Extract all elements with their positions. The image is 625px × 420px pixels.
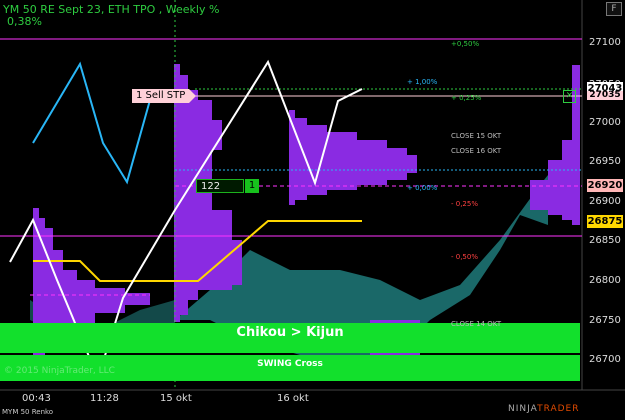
level-zero: + 0,00% <box>407 184 438 192</box>
cyan-indicator-line <box>32 61 151 185</box>
y-tick: 26850 <box>589 235 621 246</box>
close-order-icon[interactable]: ✕ <box>563 90 576 103</box>
level-close-15: CLOSE 15 OKT <box>451 132 502 140</box>
level-minus-050: - 0,50% <box>451 253 478 261</box>
level-plus-025: + 0,25% <box>451 94 482 102</box>
chikou-label: Chikou > Kijun <box>236 325 344 340</box>
y-tick: 26700 <box>589 354 621 365</box>
y-tick: 26900 <box>589 196 621 207</box>
x-tick: 00:43 <box>22 393 51 404</box>
swing-banner <box>0 355 580 381</box>
chikou-banner <box>0 323 580 353</box>
level-close-14: CLOSE 14 OKT <box>451 320 502 328</box>
tpo-profile-far-right <box>530 65 580 225</box>
level-minus-025: - 0,25% <box>451 200 478 208</box>
instrument-label: MYM 50 Renko <box>2 408 54 416</box>
swing-label: SWING Cross <box>257 359 323 369</box>
logo-suffix: TRADER <box>537 404 580 414</box>
window-f-button[interactable]: F <box>606 2 622 16</box>
weekly-percent: 0,38% <box>7 15 42 28</box>
white-price-line <box>9 59 363 381</box>
y-tick: 27100 <box>589 37 621 48</box>
order-quantity-badge[interactable]: 1 <box>245 179 259 193</box>
y-tick: 27000 <box>589 117 621 128</box>
y-tick: 26950 <box>589 156 621 167</box>
mid-price-box: 26920 <box>587 179 623 192</box>
level-close-16: CLOSE 16 OKT <box>451 147 502 155</box>
x-tick: 11:28 <box>90 393 119 404</box>
low-price-box: 26875 <box>587 215 623 228</box>
x-tick: 15 okt <box>160 393 192 404</box>
logo-prefix: NINJA <box>508 404 538 414</box>
sell-stop-price-box: 27035 <box>587 91 623 100</box>
sell-stop-order[interactable]: 1 Sell STP <box>132 89 197 103</box>
copyright-text: © 2015 NinjaTrader, LLC <box>4 366 115 376</box>
y-tick: 26800 <box>589 275 621 286</box>
ninjatrader-logo: NINJATRADER <box>508 404 580 414</box>
order-quantity-box[interactable]: 122 <box>196 179 244 193</box>
x-tick: 16 okt <box>277 393 309 404</box>
level-plus-100: + 1,00% <box>407 78 438 86</box>
y-tick: 26750 <box>589 315 621 326</box>
chart-title: YM 50 RE Sept 23, ETH TPO , Weekly % <box>3 3 220 16</box>
yellow-indicator-line <box>33 220 362 282</box>
ichimoku-cloud <box>175 175 548 365</box>
level-plus-050: +0,50% <box>451 40 480 48</box>
